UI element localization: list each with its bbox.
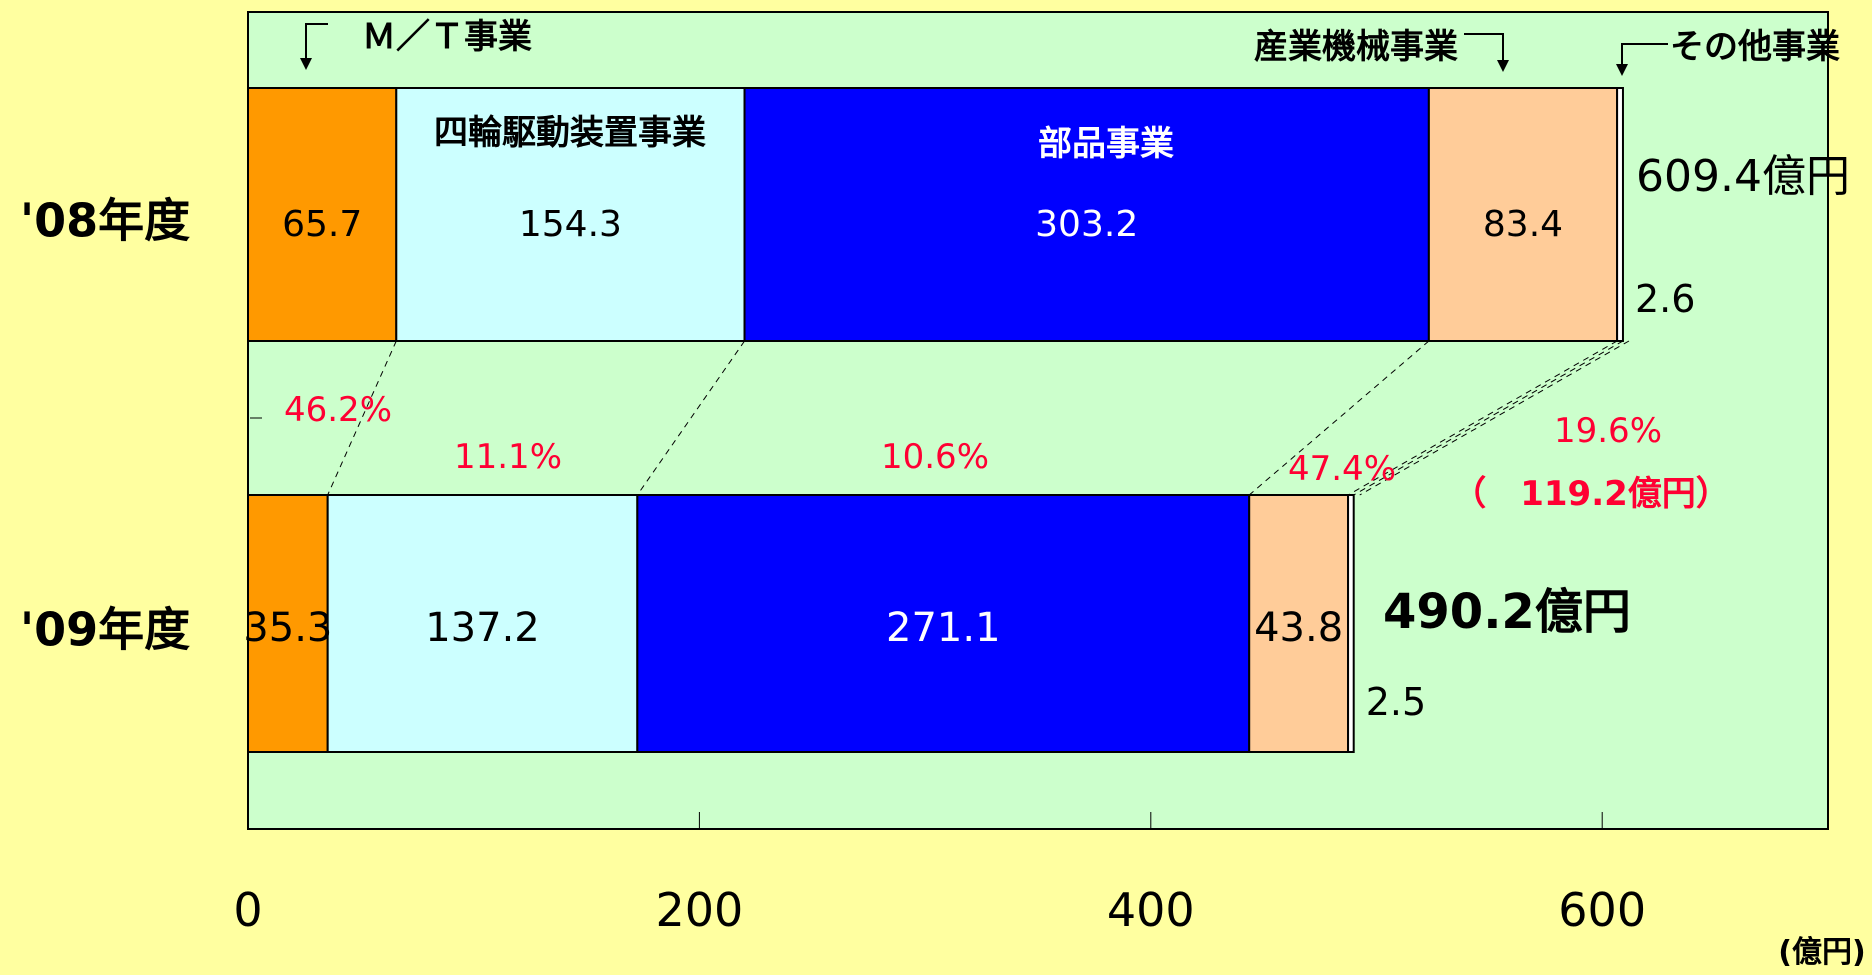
connector-lines [327, 340, 1630, 496]
x-tick-label: 0 [233, 883, 262, 937]
connector-line [1359, 340, 1630, 496]
bar-segment [1248, 494, 1350, 753]
legend-label-mt: Ｍ／Ｔ事業 [362, 17, 532, 57]
bar-segment [1427, 87, 1619, 342]
tick-labels: 0 200 400 600 (億円) [233, 883, 1865, 970]
decline-percentage: 46.2% [284, 390, 392, 430]
value-label: 83.4 [1483, 204, 1563, 245]
value-label: 35.3 [243, 605, 332, 651]
total-decline-amount: （ 119.2億円） [1452, 474, 1730, 514]
decline-percentage: 47.4% [1288, 449, 1396, 489]
total-decline-percent: 19.6% [1554, 411, 1662, 451]
decline-percentage: 10.6% [881, 437, 989, 477]
annotations: 609.4億円 490.2億円 46.2% 11.1% 10.6% 47.4% 19.6% （… [284, 151, 1850, 640]
bar-segment [1616, 87, 1624, 342]
value-label: 303.2 [1035, 204, 1138, 245]
legend-label-industrial: 産業機械事業 [1254, 27, 1458, 67]
category-label: '08年度 [20, 194, 190, 248]
bar-segment [1347, 494, 1355, 753]
value-label: 137.2 [425, 605, 540, 651]
total-label: 490.2億円 [1383, 584, 1631, 640]
value-label: 65.7 [282, 204, 362, 245]
category-label: '09年度 [20, 603, 190, 657]
x-tick-label: 200 [655, 883, 743, 937]
value-label: 271.1 [886, 605, 1001, 651]
connector-line [1353, 340, 1624, 496]
legend-arrowhead [300, 58, 312, 70]
x-tick-label: 400 [1107, 883, 1195, 937]
total-label: 609.4億円 [1636, 151, 1850, 202]
x-tick-label: 600 [1558, 883, 1646, 937]
legend-pointer [1464, 33, 1504, 62]
value-label: 2.6 [1635, 277, 1695, 321]
connector-line [1347, 340, 1618, 496]
gridlines [250, 417, 1603, 829]
legend-label-other: その他事業 [1670, 27, 1840, 67]
legend-arrowhead [1497, 60, 1509, 72]
bar-segments [247, 87, 1624, 753]
bar-segment [636, 494, 1251, 753]
decline-percentage: 11.1% [454, 437, 562, 477]
bar-segment [743, 87, 1430, 342]
value-label: 154.3 [519, 204, 622, 245]
legend-pointer [1621, 43, 1668, 66]
bar-segment [247, 87, 398, 342]
legend-label-parts: 部品事業 [1038, 124, 1174, 164]
value-label: 43.8 [1254, 605, 1343, 651]
bar-segment [395, 87, 746, 342]
legend-label-4wd: 四輪駆動装置事業 [434, 113, 706, 153]
connector-line [636, 340, 745, 496]
category-labels: '08年度 '09年度 [20, 194, 190, 657]
legend-arrowhead [1616, 64, 1628, 76]
axis-unit-label: (億円) [1778, 935, 1865, 970]
value-labels: 65.7 154.3 303.2 83.4 2.6 35.3 137.2 271.1 43.8 2… [243, 204, 1695, 724]
legend-pointer [305, 23, 328, 60]
value-label: 2.5 [1366, 680, 1426, 724]
